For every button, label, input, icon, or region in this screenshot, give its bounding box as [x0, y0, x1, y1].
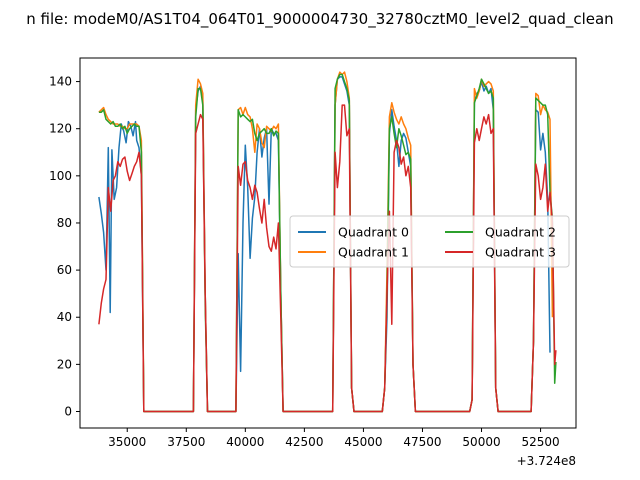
y-tick-label: 80 [57, 216, 72, 230]
x-axis-offset-label: +3.724e8 [517, 454, 576, 468]
x-tick-label: 45000 [344, 435, 382, 449]
y-axis: 0 20 40 60 80 100 120 140 [49, 75, 80, 419]
y-tick-label: 60 [57, 263, 72, 277]
legend-label-quadrant-0: Quadrant 0 [338, 225, 409, 240]
series-line-quadrant-3 [98, 104, 557, 413]
x-tick-label: 40000 [226, 435, 264, 449]
y-tick-label: 120 [49, 122, 72, 136]
x-axis: 35000 37500 40000 42500 45000 47500 50000 52500 [108, 428, 560, 449]
legend-label-quadrant-3: Quadrant 3 [485, 245, 556, 260]
legend-label-quadrant-2: Quadrant 2 [485, 225, 556, 240]
y-tick-label: 0 [64, 405, 72, 419]
x-tick-label: 35000 [108, 435, 146, 449]
chart-title: n file: modeM0/AS1T04_064T01_9000004730_… [26, 10, 613, 29]
y-tick-label: 20 [57, 357, 72, 371]
x-tick-label: 37500 [167, 435, 205, 449]
x-tick-label: 47500 [403, 435, 441, 449]
y-tick-label: 40 [57, 310, 72, 324]
x-tick-label: 42500 [285, 435, 323, 449]
axes-frame [79, 57, 577, 429]
series-layer [98, 71, 557, 413]
y-tick-label: 140 [49, 75, 72, 89]
x-tick-label: 52500 [521, 435, 559, 449]
legend-box [289, 215, 570, 268]
x-tick-label: 50000 [462, 435, 500, 449]
legend-label-quadrant-1: Quadrant 1 [338, 245, 409, 260]
y-tick-label: 100 [49, 169, 72, 183]
legend: Quadrant 0 Quadrant 1 Quadrant 2 Quadrant 3 [289, 215, 570, 268]
